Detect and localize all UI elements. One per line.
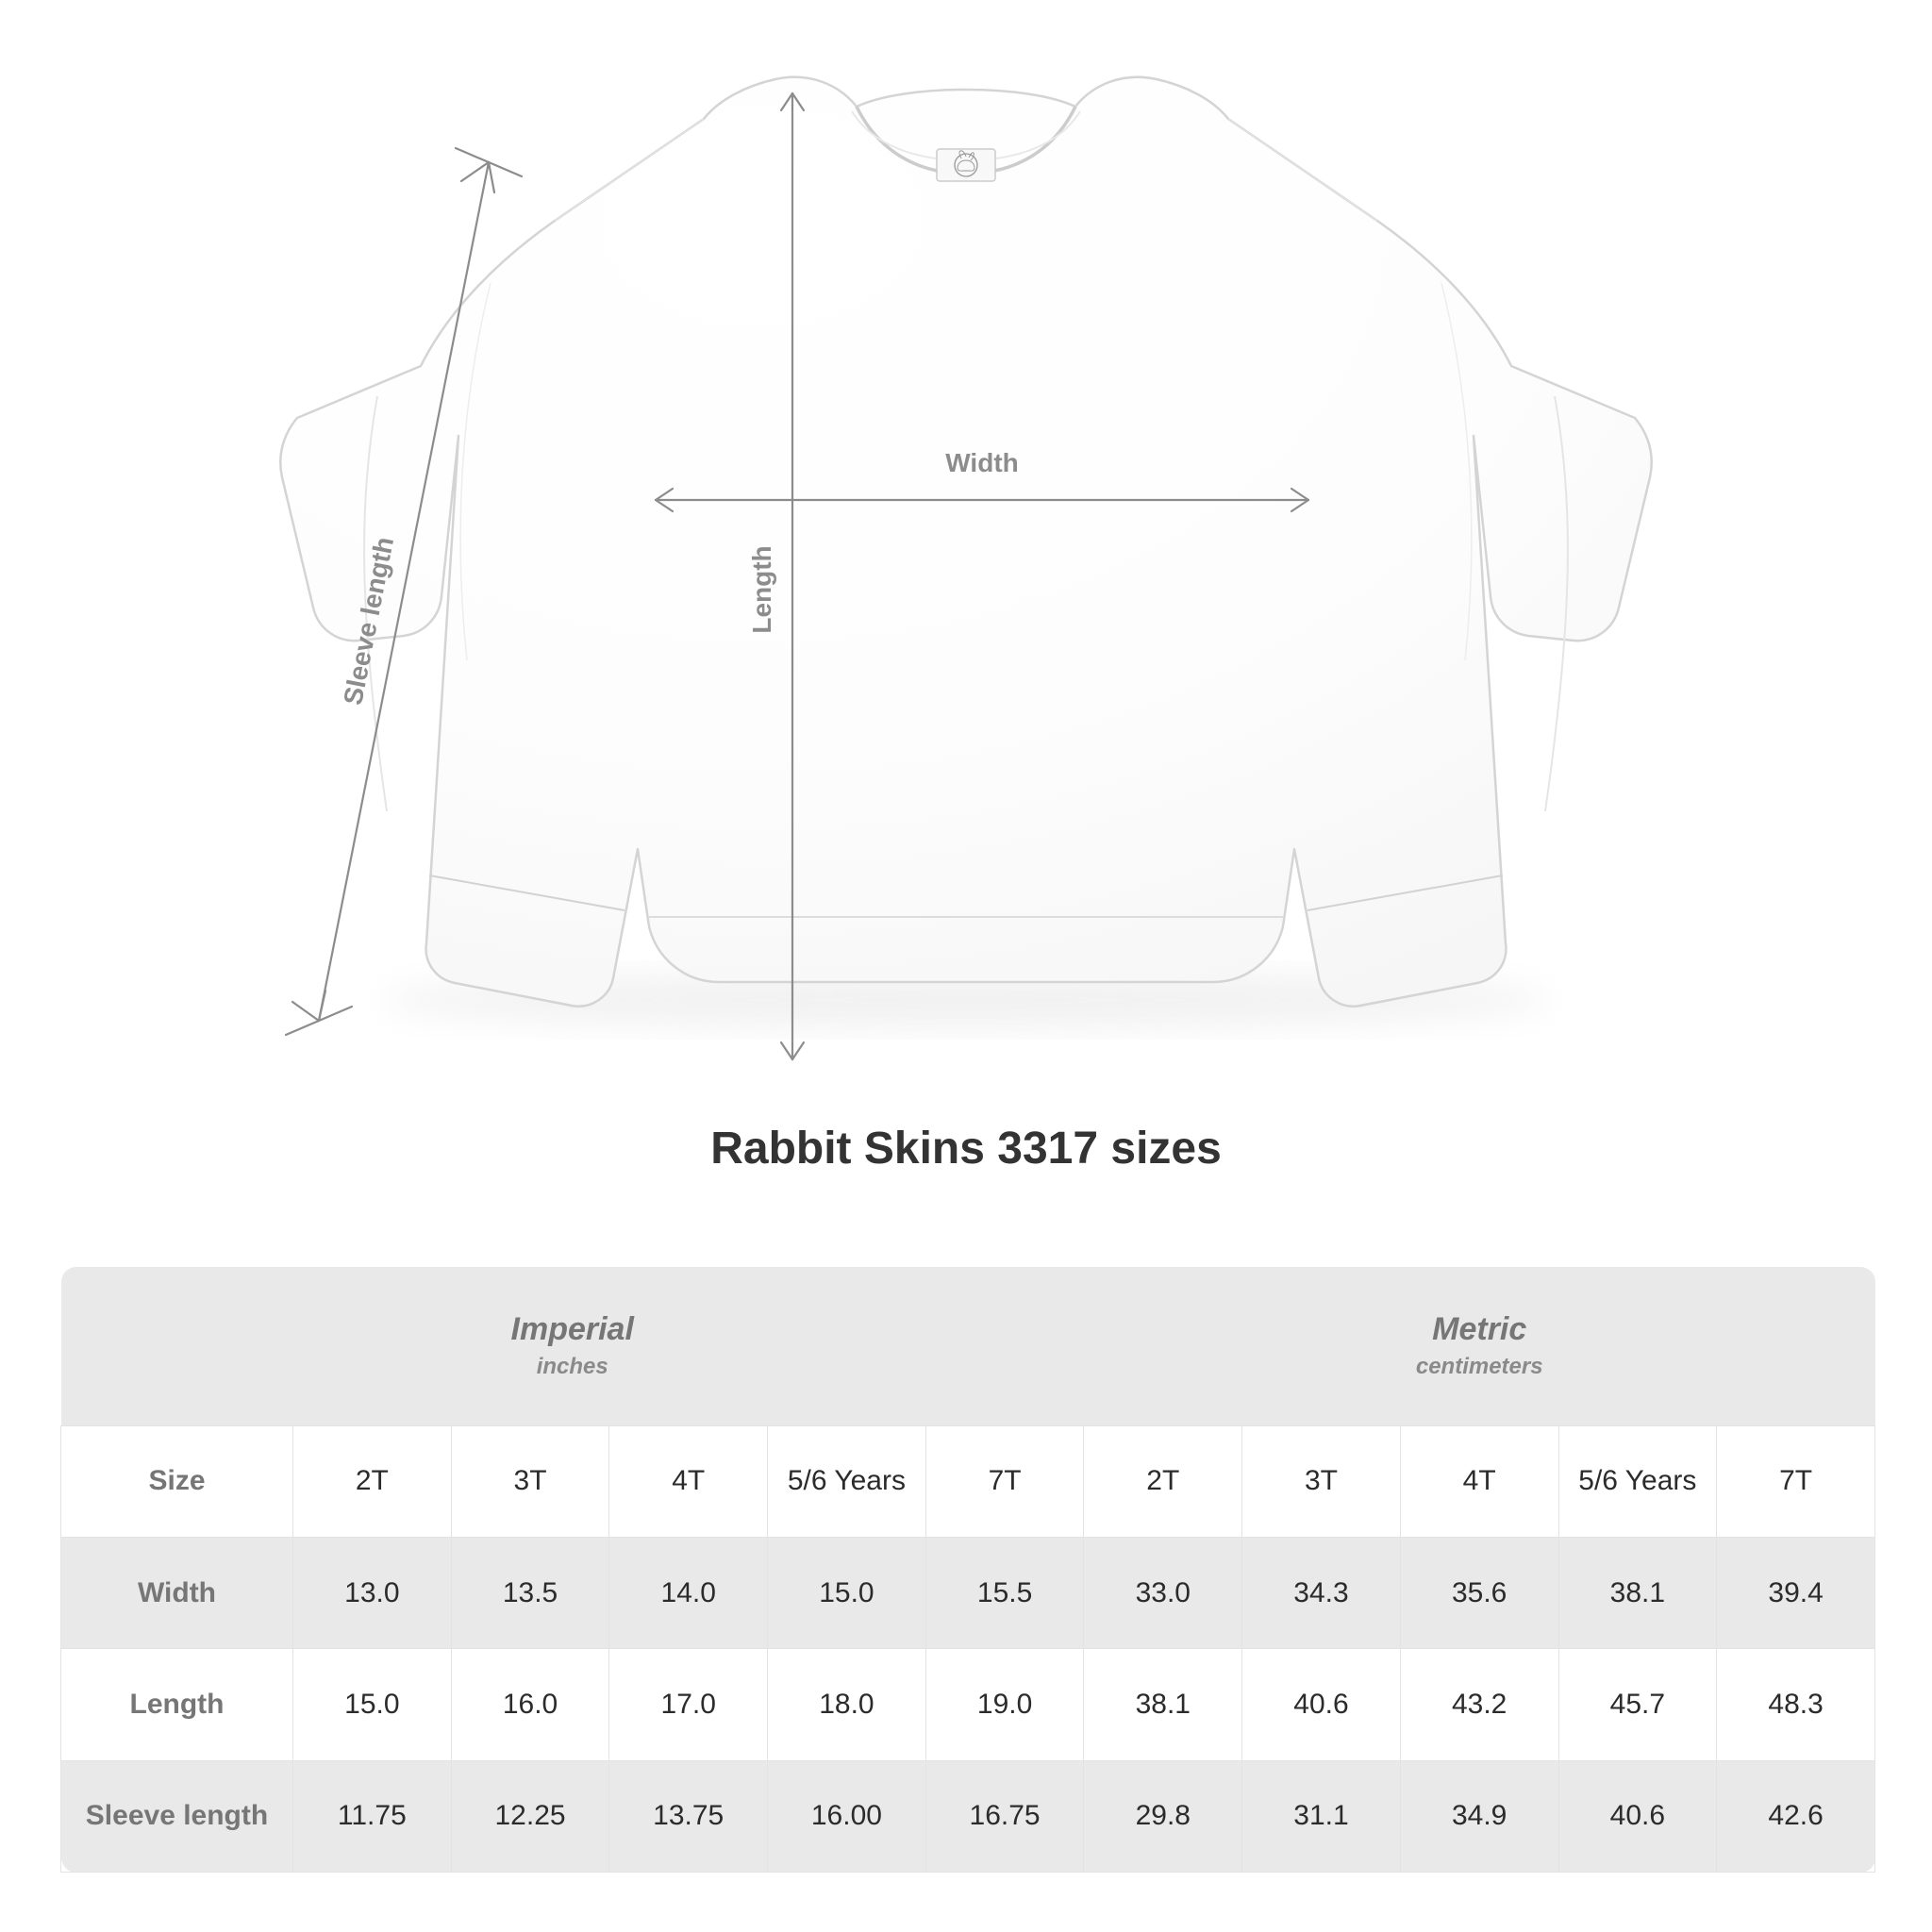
svg-text:Length: Length bbox=[747, 545, 776, 633]
svg-text:Width: Width bbox=[945, 448, 1019, 477]
